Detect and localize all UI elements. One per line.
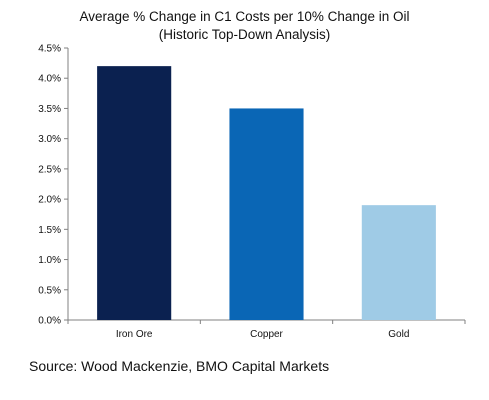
y-tick-label: 3.0% [38, 134, 61, 145]
chart-subtitle: (Historic Top-Down Analysis) [158, 27, 331, 42]
y-tick-label: 4.5% [38, 44, 61, 55]
y-tick-label: 3.5% [38, 104, 61, 115]
bar-gold [361, 205, 436, 320]
x-tick-label: Copper [250, 329, 283, 340]
source-note: Source: Wood Mackenzie, BMO Capital Mark… [29, 358, 330, 374]
chart-bars [97, 66, 436, 320]
y-tick-labels: 0.0% 0.5% 1.0% 1.5% 2.0% 2.5% 3.0% 3.5% 4.0% 4.5% [38, 44, 61, 327]
chart-title: Average % Change in C1 Costs per 10% Cha… [79, 9, 410, 24]
y-tick-label: 0.0% [38, 316, 61, 327]
y-tick-label: 4.0% [38, 74, 61, 85]
y-tick-label: 1.5% [38, 225, 61, 236]
x-tick-label: Iron Ore [116, 329, 153, 340]
bar-iron-ore [97, 66, 172, 320]
x-tick-label: Gold [388, 329, 409, 340]
y-tick-label: 2.5% [38, 164, 61, 175]
y-tick-label: 2.0% [38, 195, 61, 206]
bar-copper [229, 108, 304, 320]
y-tick-label: 1.0% [38, 255, 61, 266]
y-tick-label: 0.5% [38, 285, 61, 296]
x-tick-labels: Iron Ore Copper Gold [116, 329, 410, 340]
